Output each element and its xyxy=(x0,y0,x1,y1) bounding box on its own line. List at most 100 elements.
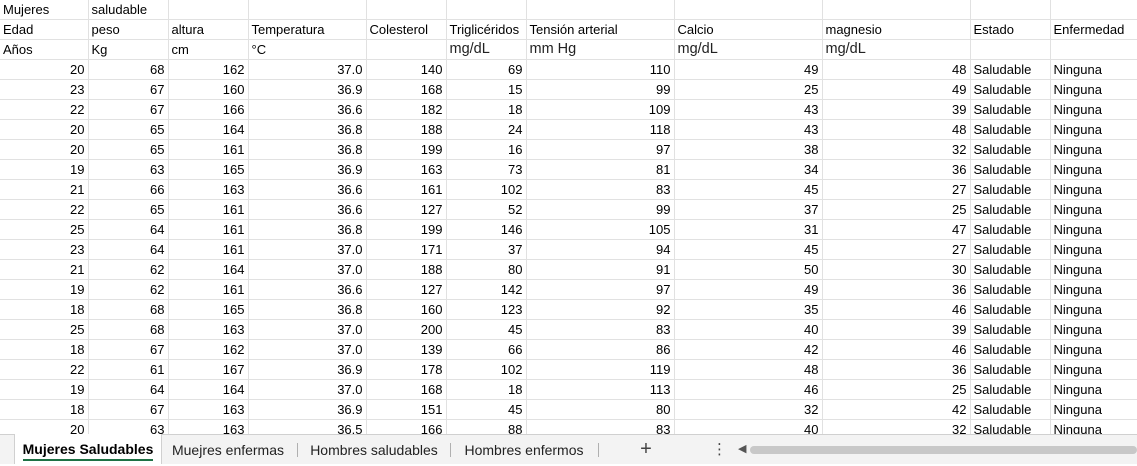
header-cell-colesterol[interactable]: Colesterol xyxy=(366,19,447,40)
cell-tension-arterial[interactable]: 97 xyxy=(526,279,675,300)
cell-estado[interactable]: Saludable xyxy=(970,259,1051,280)
cell-edad[interactable]: 19 xyxy=(0,379,89,400)
cell-estado[interactable]: Saludable xyxy=(970,399,1051,420)
plus-icon[interactable]: + xyxy=(640,438,652,460)
header-cell-tension-arterial[interactable]: Tensión arterial xyxy=(526,19,675,40)
cell-colesterol[interactable]: 127 xyxy=(366,279,447,300)
cell-enfermedad[interactable]: Ninguna xyxy=(1050,379,1137,400)
cell-altura[interactable]: 165 xyxy=(168,299,249,320)
cell-enfermedad[interactable]: Ninguna xyxy=(1050,279,1137,300)
cell-trigliceridos[interactable]: 123 xyxy=(446,299,527,320)
header-cell-altura[interactable]: altura xyxy=(168,19,249,40)
cell-tension-arterial[interactable]: 113 xyxy=(526,379,675,400)
cell-calcio[interactable]: 34 xyxy=(674,159,823,180)
cell-edad[interactable]: 23 xyxy=(0,239,89,260)
cell-tension-arterial[interactable]: 110 xyxy=(526,59,675,80)
cell-tension-arterial[interactable]: 83 xyxy=(526,419,675,434)
cell-trigliceridos[interactable]: 45 xyxy=(446,399,527,420)
cell-magnesio[interactable]: 27 xyxy=(822,179,971,200)
cell-estado[interactable]: Saludable xyxy=(970,119,1051,140)
cell-colesterol[interactable]: 140 xyxy=(366,59,447,80)
cell-estado[interactable]: Saludable xyxy=(970,379,1051,400)
cell-magnesio[interactable]: 36 xyxy=(822,159,971,180)
cell-altura[interactable]: 161 xyxy=(168,279,249,300)
cell-peso[interactable]: 68 xyxy=(88,299,169,320)
cell-tension-arterial[interactable]: 80 xyxy=(526,399,675,420)
cell-altura[interactable]: 161 xyxy=(168,219,249,240)
header-cell-tension-arterial[interactable] xyxy=(526,0,675,20)
cell-enfermedad[interactable]: Ninguna xyxy=(1050,59,1137,80)
cell-tension-arterial[interactable]: 97 xyxy=(526,139,675,160)
cell-edad[interactable]: 20 xyxy=(0,419,89,434)
cell-trigliceridos[interactable]: 102 xyxy=(446,179,527,200)
cell-edad[interactable]: 19 xyxy=(0,159,89,180)
cell-temperatura[interactable]: 36.9 xyxy=(248,159,367,180)
header-cell-peso[interactable]: peso xyxy=(88,19,169,40)
cell-estado[interactable]: Saludable xyxy=(970,219,1051,240)
cell-trigliceridos[interactable]: 45 xyxy=(446,319,527,340)
header-cell-magnesio[interactable] xyxy=(822,0,971,20)
cell-peso[interactable]: 68 xyxy=(88,59,169,80)
cell-magnesio[interactable]: 46 xyxy=(822,339,971,360)
header-cell-edad[interactable]: Edad xyxy=(0,19,89,40)
cell-enfermedad[interactable]: Ninguna xyxy=(1050,359,1137,380)
cell-trigliceridos[interactable]: 15 xyxy=(446,79,527,100)
cell-estado[interactable]: Saludable xyxy=(970,319,1051,340)
cell-enfermedad[interactable]: Ninguna xyxy=(1050,259,1137,280)
cell-trigliceridos[interactable]: 69 xyxy=(446,59,527,80)
cell-calcio[interactable]: 45 xyxy=(674,179,823,200)
cell-edad[interactable]: 25 xyxy=(0,319,89,340)
cell-magnesio[interactable]: 48 xyxy=(822,119,971,140)
header-cell-altura[interactable]: cm xyxy=(168,39,249,60)
cell-enfermedad[interactable]: Ninguna xyxy=(1050,399,1137,420)
cell-altura[interactable]: 161 xyxy=(168,139,249,160)
header-cell-trigliceridos[interactable] xyxy=(446,0,527,20)
cell-peso[interactable]: 64 xyxy=(88,379,169,400)
scrollbar-thumb[interactable] xyxy=(750,446,1137,454)
cell-peso[interactable]: 67 xyxy=(88,399,169,420)
triangle-left-icon[interactable]: ◀ xyxy=(738,443,747,455)
cell-temperatura[interactable]: 37.0 xyxy=(248,319,367,340)
cell-temperatura[interactable]: 37.0 xyxy=(248,339,367,360)
cell-colesterol[interactable]: 166 xyxy=(366,419,447,434)
cell-edad[interactable]: 19 xyxy=(0,279,89,300)
cell-tension-arterial[interactable]: 83 xyxy=(526,319,675,340)
cell-altura[interactable]: 163 xyxy=(168,399,249,420)
cell-trigliceridos[interactable]: 66 xyxy=(446,339,527,360)
cell-magnesio[interactable]: 27 xyxy=(822,239,971,260)
cell-trigliceridos[interactable]: 102 xyxy=(446,359,527,380)
cell-enfermedad[interactable]: Ninguna xyxy=(1050,239,1137,260)
cell-temperatura[interactable]: 37.0 xyxy=(248,259,367,280)
header-cell-temperatura[interactable] xyxy=(248,0,367,20)
cell-estado[interactable]: Saludable xyxy=(970,199,1051,220)
header-cell-temperatura[interactable]: °C xyxy=(248,39,367,60)
cell-peso[interactable]: 66 xyxy=(88,179,169,200)
cell-magnesio[interactable]: 32 xyxy=(822,419,971,434)
cell-peso[interactable]: 63 xyxy=(88,419,169,434)
horizontal-scrollbar[interactable]: ◀ xyxy=(734,443,1137,455)
cell-edad[interactable]: 20 xyxy=(0,59,89,80)
tab-hombres-enfermos[interactable]: Hombres enfermos xyxy=(452,435,596,464)
cell-estado[interactable]: Saludable xyxy=(970,79,1051,100)
cell-calcio[interactable]: 45 xyxy=(674,239,823,260)
cell-magnesio[interactable]: 49 xyxy=(822,79,971,100)
header-cell-enfermedad[interactable] xyxy=(1050,39,1137,60)
cell-colesterol[interactable]: 160 xyxy=(366,299,447,320)
cell-peso[interactable]: 67 xyxy=(88,339,169,360)
cell-edad[interactable]: 18 xyxy=(0,339,89,360)
cell-enfermedad[interactable]: Ninguna xyxy=(1050,159,1137,180)
cell-temperatura[interactable]: 36.9 xyxy=(248,79,367,100)
cell-peso[interactable]: 62 xyxy=(88,259,169,280)
header-cell-edad[interactable]: Mujeres xyxy=(0,0,89,20)
cell-tension-arterial[interactable]: 109 xyxy=(526,99,675,120)
cell-tension-arterial[interactable]: 99 xyxy=(526,79,675,100)
header-cell-calcio[interactable] xyxy=(674,0,823,20)
cell-temperatura[interactable]: 36.5 xyxy=(248,419,367,434)
header-cell-tension-arterial[interactable]: mm Hg xyxy=(526,39,675,60)
cell-calcio[interactable]: 40 xyxy=(674,319,823,340)
cell-tension-arterial[interactable]: 83 xyxy=(526,179,675,200)
cell-peso[interactable]: 63 xyxy=(88,159,169,180)
cell-calcio[interactable]: 31 xyxy=(674,219,823,240)
cell-magnesio[interactable]: 42 xyxy=(822,399,971,420)
cell-trigliceridos[interactable]: 16 xyxy=(446,139,527,160)
